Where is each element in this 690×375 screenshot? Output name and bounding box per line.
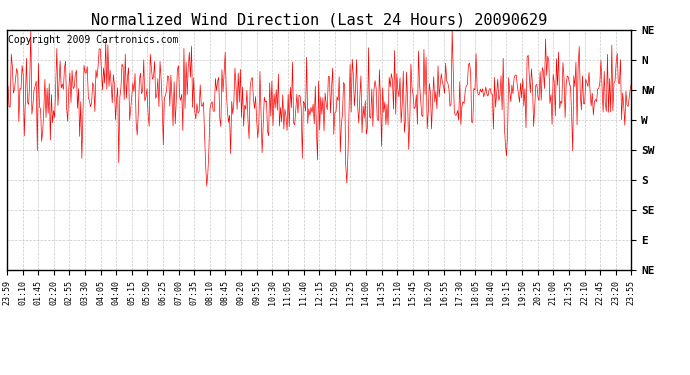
Title: Normalized Wind Direction (Last 24 Hours) 20090629: Normalized Wind Direction (Last 24 Hours… <box>91 12 547 27</box>
Text: Copyright 2009 Cartronics.com: Copyright 2009 Cartronics.com <box>8 35 179 45</box>
